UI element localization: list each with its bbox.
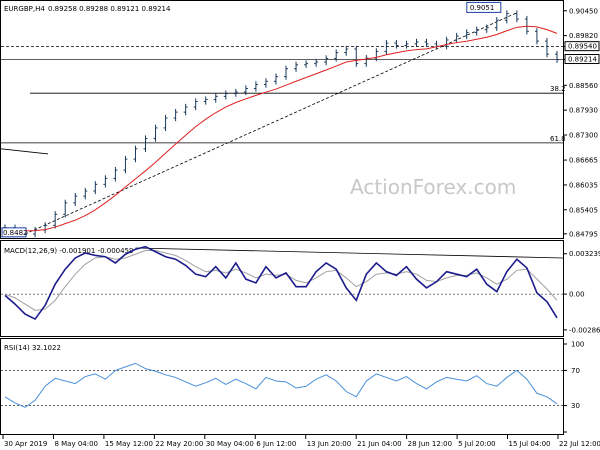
macd-trend-line: [135, 247, 564, 259]
macd-signal-line: [4, 249, 558, 311]
price-level-box: [564, 41, 600, 52]
time-tick-label: 6 Jun 12:00: [256, 440, 296, 448]
price-level-label: 0.89214: [568, 56, 597, 64]
rsi-line: [4, 362, 558, 408]
rsi-tick-label: 70: [571, 367, 580, 375]
price-tick-label: 0.87300: [569, 132, 598, 140]
rsi-title: RSI(14) 32.1022: [4, 344, 61, 352]
macd-title: MACD(12,26,9) -0.001901 -0.000459: [4, 247, 133, 255]
low-label-box: [1, 227, 27, 238]
time-tick-label: 22 May 20:00: [155, 440, 203, 448]
fib-38-label: 38.2: [550, 85, 566, 93]
low-label: 0.8482: [3, 229, 28, 237]
time-tick-label: 28 Jun 12:00: [408, 440, 452, 448]
rsi-pane-frame: [0, 338, 564, 435]
fib-61-label: 61.8: [550, 135, 566, 143]
time-tick-label: 8 May 04:00: [54, 440, 98, 448]
price-tick-label: 0.86035: [569, 181, 598, 189]
macd-pane-frame: [0, 240, 564, 337]
price-horizontal-lines: [0, 12, 563, 235]
price-level-label: 0.89540: [568, 43, 597, 51]
price-tick-label: 0.84795: [569, 230, 598, 238]
moving-average-line: [4, 25, 558, 232]
chart-header-symbol: EURGBP,H4: [4, 5, 45, 13]
macd-series: [1, 245, 564, 321]
rsi-axis: 100 70 30: [563, 341, 584, 433]
price-tick-label: 0.87930: [569, 107, 598, 115]
macd-main-line: [4, 245, 558, 321]
time-tick-label: 13 Jun 20:00: [307, 440, 351, 448]
high-label-box: [466, 1, 502, 13]
time-tick-label: 22 Jul 12:00: [559, 440, 600, 448]
rising-trend-line: [24, 12, 518, 235]
macd-tick-label: -0.002868: [569, 326, 600, 334]
rsi-tick-label: 100: [571, 341, 584, 349]
chart-header-ohlc: 0.89258 0.89288 0.89121 0.89214: [48, 5, 171, 13]
watermark: ActionForex.com: [350, 175, 516, 199]
price-tick-label: 0.89820: [569, 32, 598, 40]
high-label: 0.9051: [470, 4, 495, 12]
time-tick-label: 30 Apr 2019: [4, 440, 47, 448]
macd-pane: MACD(12,26,9) -0.001901 -0.000459 0.0032…: [0, 240, 600, 337]
rsi-series: [1, 362, 563, 408]
rsi-tick-label: 30: [571, 402, 580, 410]
price-pane: EURGBP,H4 0.89258 0.89288 0.89121 0.8921…: [0, 0, 600, 239]
macd-tick-label: 0.00: [569, 291, 585, 299]
price-pane-frame: [0, 0, 564, 239]
short-trend-line: [0, 148, 49, 155]
time-axis: 30 Apr 2019 8 May 04:00 15 May 12:00 22 May…: [2, 435, 600, 448]
price-series: [3, 10, 559, 238]
rsi-pane: RSI(14) 32.1022 100 70 30: [0, 338, 584, 435]
price-tick-label: 0.88560: [569, 82, 598, 90]
price-tick-label: 0.90450: [569, 7, 598, 15]
time-tick-label: 21 Jun 04:00: [357, 440, 401, 448]
macd-axis: 0.003239 0.00 -0.002868: [563, 250, 600, 334]
time-tick-label: 15 May 12:00: [105, 440, 153, 448]
time-tick-label: 15 Jul 04:00: [509, 440, 551, 448]
price-tick-label: 0.86665: [569, 157, 598, 165]
time-tick-label: 5 Jul 20:00: [458, 440, 496, 448]
macd-tick-label: 0.003239: [569, 250, 600, 258]
price-level-box: [564, 54, 600, 65]
price-annotation-labels: 0.9051 0.8482 0.89540 0.89214 38.2 61.8: [1, 1, 600, 238]
time-tick-label: 30 May 04:00: [206, 440, 254, 448]
price-tick-label: 0.85405: [569, 206, 598, 214]
